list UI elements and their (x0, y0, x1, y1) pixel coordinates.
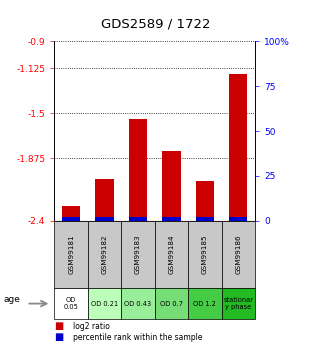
Text: OD 0.21: OD 0.21 (91, 300, 118, 307)
Bar (129, 119, 147, 221)
Bar (129, 217, 147, 221)
Bar (162, 151, 181, 221)
Text: ■: ■ (54, 321, 64, 331)
Bar (196, 181, 214, 221)
Text: percentile rank within the sample: percentile rank within the sample (73, 333, 202, 342)
Text: GSM99181: GSM99181 (68, 235, 74, 274)
Text: OD 0.43: OD 0.43 (124, 300, 151, 307)
Text: OD 0.7: OD 0.7 (160, 300, 183, 307)
Text: GSM99183: GSM99183 (135, 235, 141, 274)
Text: OD 1.2: OD 1.2 (193, 300, 216, 307)
Bar (229, 74, 248, 221)
Bar (229, 217, 248, 221)
Text: GSM99185: GSM99185 (202, 235, 208, 274)
Text: GSM99182: GSM99182 (102, 235, 108, 274)
Text: log2 ratio: log2 ratio (73, 322, 110, 331)
Text: GSM99186: GSM99186 (235, 235, 241, 274)
Text: ■: ■ (54, 333, 64, 342)
Bar (196, 217, 214, 221)
Bar (95, 179, 114, 221)
Bar (162, 217, 181, 221)
Bar (62, 206, 80, 221)
Text: stationar
y phase: stationar y phase (223, 297, 253, 310)
Text: GSM99184: GSM99184 (169, 235, 174, 274)
Text: OD
0.05: OD 0.05 (64, 297, 79, 310)
Bar (95, 217, 114, 221)
Bar (62, 217, 80, 221)
Text: GDS2589 / 1722: GDS2589 / 1722 (101, 18, 210, 31)
Text: age: age (3, 295, 20, 304)
